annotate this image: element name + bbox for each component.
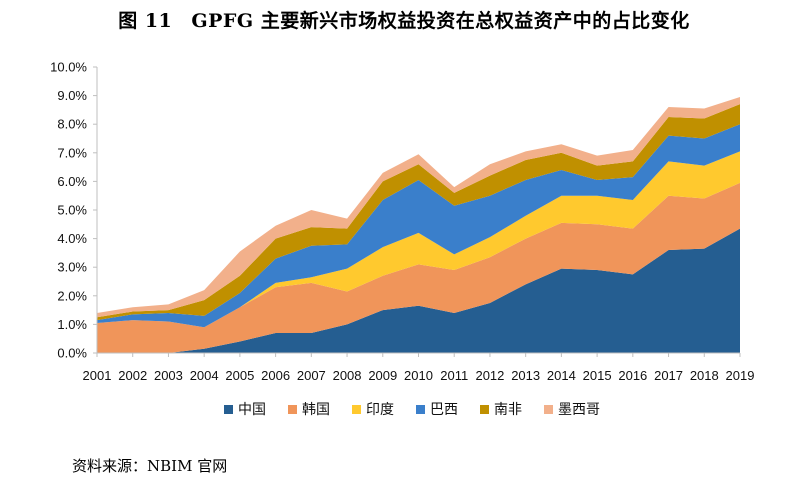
- y-tick-label: 10.0%: [50, 60, 87, 75]
- x-tick-label: 2012: [475, 368, 504, 383]
- x-tick-label: 2014: [547, 368, 576, 383]
- x-tick-label: 2017: [654, 368, 683, 383]
- x-tick-label: 2013: [511, 368, 540, 383]
- x-tick-label: 2007: [297, 368, 326, 383]
- figure-title: GPFG 主要新兴市场权益投资在总权益资产中的占比变化: [191, 10, 690, 32]
- x-tick-label: 2008: [333, 368, 362, 383]
- x-tick-label: 2006: [261, 368, 290, 383]
- stacked-area-chart: 0.0% 1.0% 2.0% 3.0% 4.0% 5.0% 6.0% 7.0% 8.0% 9.0%…: [50, 60, 755, 419]
- x-tick-label: 2019: [726, 368, 755, 383]
- legend-swatch-南非: [480, 405, 489, 414]
- x-tick-label: 2015: [583, 368, 612, 383]
- x-tick-label: 2011: [440, 368, 468, 383]
- source-note: 资料来源：NBIM 官网: [72, 457, 228, 475]
- area-series-中国: [97, 228, 740, 353]
- x-tick-label: 2010: [404, 368, 433, 383]
- y-tick-label: 8.0%: [57, 117, 87, 132]
- y-tick-label: 7.0%: [57, 145, 87, 160]
- y-tick-label: 5.0%: [57, 203, 87, 218]
- x-tick-label: 2009: [368, 368, 397, 383]
- x-tick-label: 2001: [83, 368, 112, 383]
- x-tick-label: 2003: [154, 368, 183, 383]
- x-tick-label: 2005: [225, 368, 254, 383]
- area-series-巴西: [97, 124, 740, 328]
- legend-label-印度: 印度: [366, 402, 394, 418]
- y-tick-label: 4.0%: [57, 231, 87, 246]
- x-tick-label: 2018: [690, 368, 719, 383]
- area-series-南非: [97, 104, 740, 321]
- y-tick-label: 0.0%: [57, 346, 87, 361]
- x-tick-label: 2016: [618, 368, 647, 383]
- legend-swatch-韩国: [288, 405, 297, 414]
- y-tick-label: 6.0%: [57, 174, 87, 189]
- legend-label-巴西: 巴西: [430, 402, 458, 418]
- legend-label-南非: 南非: [494, 402, 522, 418]
- y-tick-label: 9.0%: [57, 88, 87, 103]
- area-series-韩国: [97, 182, 740, 353]
- chart-title: 图 11 GPFG 主要新兴市场权益投资在总权益资产中的占比变化: [0, 6, 808, 33]
- legend-swatch-墨西哥: [544, 405, 553, 414]
- y-tick-label: 3.0%: [57, 260, 87, 275]
- y-tick-label: 2.0%: [57, 288, 87, 303]
- x-tick-label: 2002: [118, 368, 147, 383]
- legend-label-韩国: 韩国: [302, 402, 330, 418]
- y-tick-label: 1.0%: [57, 317, 87, 332]
- area-series-墨西哥: [97, 97, 740, 318]
- figure-number: 图 11: [118, 10, 173, 32]
- legend-label-墨西哥: 墨西哥: [558, 402, 600, 418]
- x-tick-label: 2004: [190, 368, 219, 383]
- legend-label-中国: 中国: [238, 402, 266, 418]
- legend-swatch-印度: [352, 405, 361, 414]
- area-series-印度: [97, 151, 740, 328]
- legend-swatch-巴西: [416, 405, 425, 414]
- legend-swatch-中国: [224, 405, 233, 414]
